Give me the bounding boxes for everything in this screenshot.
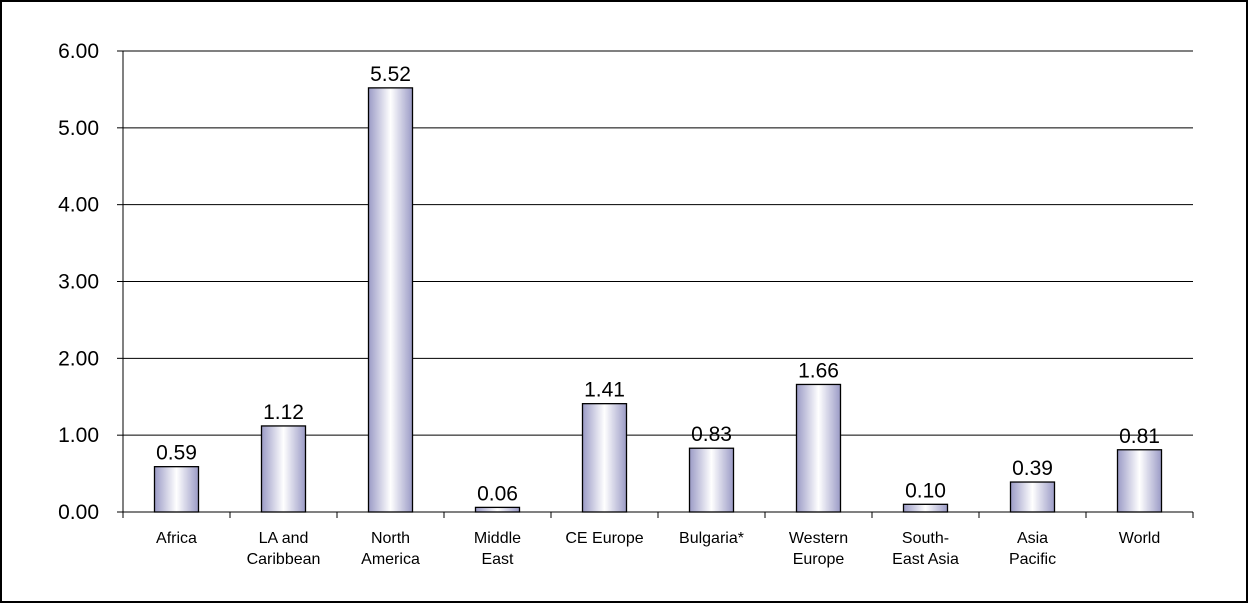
bar — [260, 425, 307, 513]
y-tick-label: 2.00 — [58, 347, 99, 370]
bars — [153, 87, 1163, 513]
y-tick-label: 0.00 — [58, 501, 99, 524]
x-tick-label: LA and — [259, 530, 309, 547]
data-label: 5.52 — [370, 63, 411, 86]
bar — [902, 503, 949, 513]
axes — [117, 50, 1194, 518]
bar — [367, 87, 414, 513]
x-tick-label: North — [371, 530, 410, 547]
data-label: 0.10 — [905, 479, 946, 502]
y-tick-label: 3.00 — [58, 271, 99, 294]
bar — [153, 466, 200, 513]
x-tick-label: Europe — [793, 551, 845, 568]
x-tick-label: East Asia — [892, 551, 959, 568]
x-tick-label: East — [481, 551, 514, 568]
data-label: 0.83 — [691, 423, 732, 446]
x-tick-label: Western — [789, 530, 848, 547]
x-tick-label: World — [1119, 530, 1161, 547]
y-tick-label: 5.00 — [58, 117, 99, 140]
x-tick-label: South- — [902, 530, 949, 547]
labels: 0.00 1.00 2.00 3.00 4.00 5.00 6.00 0.59 Africa 1.… — [58, 40, 1160, 568]
bar — [1116, 449, 1163, 513]
gridlines — [123, 50, 1193, 436]
bar — [688, 447, 735, 513]
data-label: 1.41 — [584, 379, 625, 402]
x-tick-label: Bulgaria* — [679, 530, 744, 547]
x-tick-label: CE Europe — [565, 530, 643, 547]
x-tick-label: Middle — [474, 530, 521, 547]
data-label: 0.39 — [1012, 457, 1053, 480]
bar — [1009, 481, 1056, 513]
data-label: 0.59 — [156, 442, 197, 465]
data-label: 0.06 — [477, 482, 518, 505]
x-tick-label: America — [361, 551, 420, 568]
y-tick-label: 6.00 — [58, 40, 99, 63]
x-tick-label: Africa — [156, 530, 197, 547]
y-tick-label: 1.00 — [58, 424, 99, 447]
x-tick-label: Pacific — [1009, 551, 1056, 568]
data-label: 1.66 — [798, 359, 839, 382]
data-label: 0.81 — [1119, 425, 1160, 448]
bar — [795, 383, 842, 513]
x-tick-label: Asia — [1017, 530, 1048, 547]
x-tick-label: Caribbean — [247, 551, 321, 568]
data-label: 1.12 — [263, 401, 304, 424]
bar — [581, 403, 628, 513]
y-tick-label: 4.00 — [58, 194, 99, 217]
bar — [474, 506, 521, 513]
